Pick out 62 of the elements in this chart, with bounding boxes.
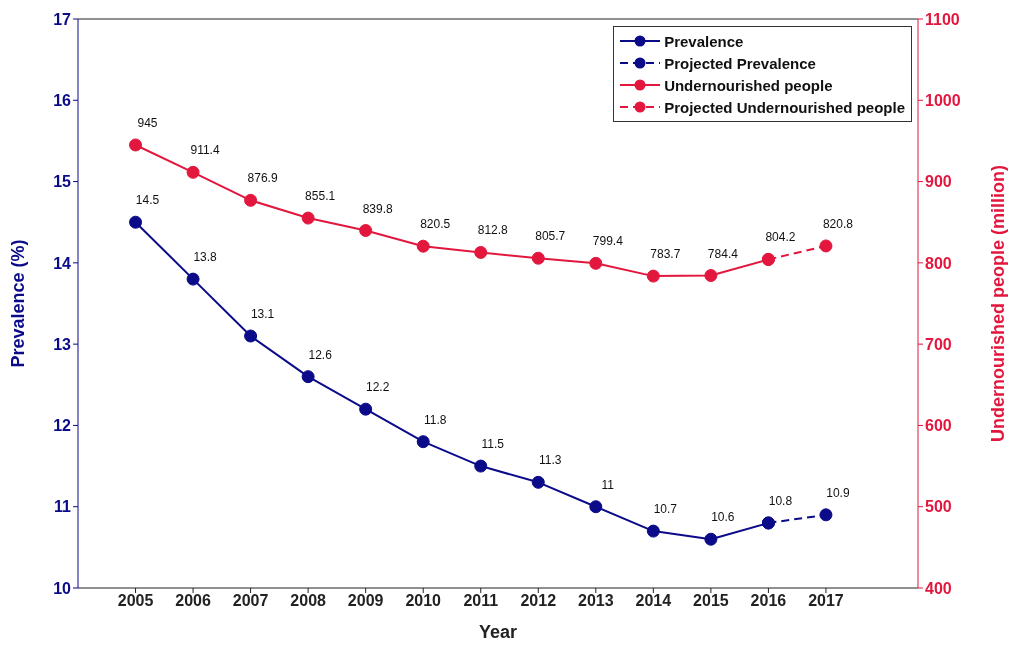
x-axis-title: Year (478, 622, 518, 642)
data-label: 805.7 (535, 229, 566, 244)
x-tick-label: 2014 (635, 592, 672, 610)
data-label: 876.9 (247, 171, 278, 186)
data-label: 911.4 (190, 143, 220, 158)
data-label: 14.5 (135, 193, 160, 208)
y-axis-title: Prevalence (%) (8, 239, 29, 368)
y2-tick-label: 800 (925, 254, 952, 272)
data-label: 10.9 (826, 485, 850, 500)
x-tick-label: 2017 (808, 592, 844, 610)
legend-label: Projected Prevalence (664, 54, 816, 72)
x-tick-label: 2013 (578, 592, 614, 610)
y-tick-label: 13 (53, 335, 72, 353)
data-label: 11.8 (423, 412, 447, 427)
data-label: 783.7 (650, 247, 681, 262)
data-label: 820.5 (420, 217, 451, 232)
data-label: 13.1 (250, 307, 275, 322)
y2-axis-title: Undernourished people (million) (988, 164, 1009, 443)
data-label: 10.8 (768, 493, 793, 508)
data-label: 855.1 (305, 189, 336, 204)
y-tick-label: 11 (54, 498, 72, 516)
data-label: 11.3 (539, 453, 562, 468)
y-tick-label: 17 (53, 10, 72, 28)
y-tick-label: 10 (53, 579, 72, 597)
y2-tick-label: 1100 (925, 10, 960, 28)
x-tick-label: 2016 (750, 592, 787, 610)
x-tick-label: 2008 (290, 592, 327, 610)
data-label: 11 (601, 477, 615, 492)
data-label: 820.8 (822, 216, 854, 231)
y2-tick-label: 500 (925, 498, 952, 516)
x-tick-label: 2011 (463, 592, 499, 610)
data-label: 804.2 (765, 230, 796, 245)
x-tick-label: 2015 (693, 592, 729, 610)
data-label: 812.8 (477, 223, 509, 238)
data-label: 13.8 (193, 250, 218, 265)
x-tick-label: 2007 (232, 592, 269, 610)
legend-label: Prevalence (664, 32, 744, 50)
data-label: 12.6 (308, 347, 333, 362)
y-tick-label: 14 (53, 254, 72, 272)
legend-label: Projected Undernourished people (664, 98, 905, 116)
y2-tick-label: 600 (925, 417, 952, 435)
data-label: 10.7 (653, 502, 678, 517)
y2-tick-label: 900 (925, 173, 952, 191)
y2-tick-label: 700 (925, 335, 952, 353)
x-tick-label: 2010 (405, 592, 442, 610)
data-label: 784.4 (707, 246, 739, 261)
data-label: 839.8 (362, 201, 394, 216)
x-tick-label: 2009 (347, 592, 384, 610)
x-tick-label: 2005 (117, 592, 154, 610)
data-label: 12.2 (365, 380, 390, 395)
data-label: 10.6 (711, 510, 735, 525)
y-tick-label: 15 (53, 173, 72, 191)
data-label: 11.5 (481, 437, 505, 452)
y-tick-label: 12 (53, 417, 72, 435)
x-tick-label: 2006 (175, 592, 211, 610)
data-label: 799.4 (592, 234, 624, 249)
y2-tick-label: 1000 (925, 91, 961, 109)
data-label: 945 (137, 115, 158, 130)
y-tick-label: 16 (53, 91, 72, 109)
x-tick-label: 2012 (520, 592, 557, 610)
y2-tick-label: 400 (925, 579, 952, 597)
legend-label: Undernourished people (664, 76, 833, 94)
